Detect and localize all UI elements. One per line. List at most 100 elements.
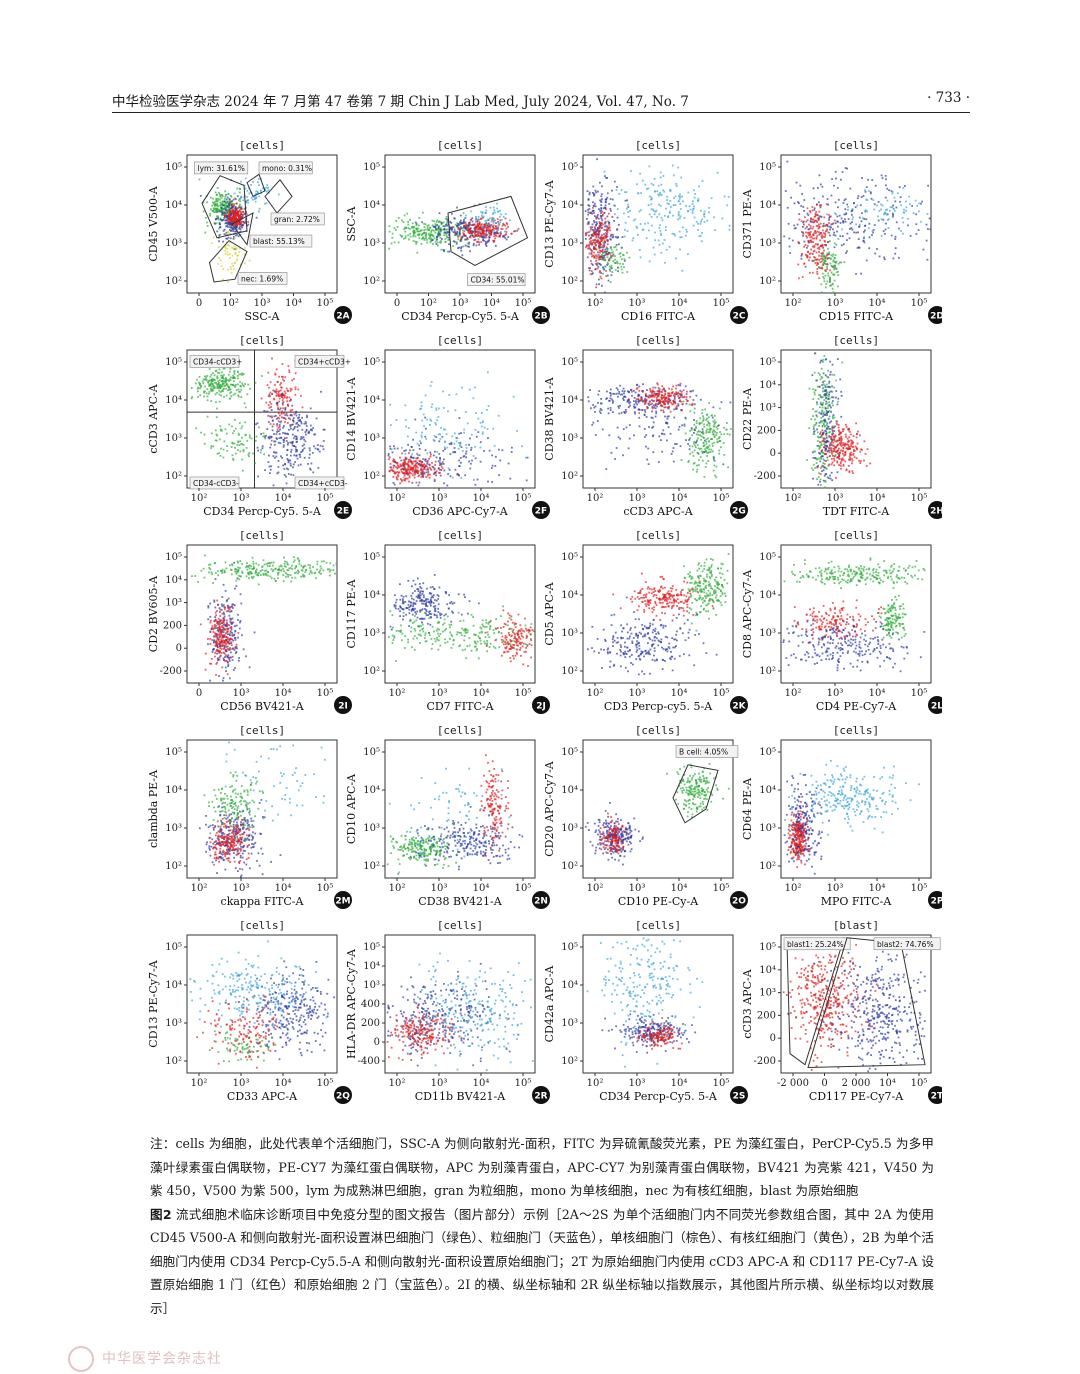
event-dot — [595, 239, 597, 242]
event-dot — [828, 257, 831, 259]
event-dot — [459, 461, 462, 464]
event-dot — [652, 246, 655, 249]
gate-polygon — [231, 212, 254, 246]
event-dot — [704, 466, 707, 468]
event-dot — [843, 199, 846, 202]
event-dot — [664, 214, 666, 217]
event-dot — [824, 240, 826, 243]
event-dot — [470, 462, 472, 465]
event-dot — [650, 224, 653, 227]
event-dot — [483, 450, 485, 452]
event-dot — [588, 193, 591, 196]
event-dot — [424, 458, 427, 461]
event-dot — [225, 209, 228, 212]
event-dot — [863, 241, 866, 244]
event-dot — [498, 448, 500, 451]
event-dot — [433, 454, 435, 457]
event-cluster-skyblue — [465, 202, 511, 235]
event-dot — [459, 221, 462, 224]
event-dot — [404, 404, 407, 407]
event-dot — [429, 455, 432, 458]
event-dot — [656, 216, 659, 218]
event-dot — [393, 464, 396, 467]
event-dot — [426, 227, 429, 229]
event-dot — [220, 394, 223, 397]
event-dot — [237, 199, 240, 202]
event-dot — [461, 254, 464, 257]
event-dot — [306, 416, 308, 419]
event-dot — [658, 399, 661, 402]
event-dot — [599, 229, 602, 232]
event-dot — [679, 382, 682, 385]
event-dot — [617, 270, 619, 273]
event-dot — [471, 217, 474, 220]
event-dot — [279, 407, 282, 410]
event-dot — [726, 433, 729, 435]
event-dot — [804, 227, 807, 230]
event-dot — [222, 388, 225, 391]
event-dot — [637, 398, 640, 401]
event-dot — [485, 222, 488, 224]
event-dot — [599, 412, 602, 414]
event-dot — [229, 237, 232, 240]
event-dot — [399, 463, 402, 466]
event-dot — [235, 226, 238, 229]
event-dot — [700, 421, 703, 424]
event-dot — [713, 423, 716, 426]
event-dot — [465, 456, 467, 459]
event-dot — [413, 470, 416, 473]
y-tick-label: 10² — [165, 471, 182, 482]
event-dot — [421, 461, 424, 463]
event-dot — [627, 206, 630, 208]
event-dot — [277, 393, 280, 396]
event-dot — [223, 440, 226, 443]
event-dot — [230, 226, 233, 229]
event-dot — [463, 226, 466, 229]
event-dot — [433, 480, 436, 482]
event-dot — [238, 247, 241, 250]
event-dot — [296, 422, 299, 424]
event-dot — [226, 450, 229, 452]
event-dot — [596, 420, 599, 422]
event-dot — [824, 263, 827, 266]
event-dot — [693, 449, 696, 452]
y-axis-label: cCD3 APC-A — [147, 383, 160, 453]
event-dot — [591, 192, 594, 194]
event-dot — [419, 230, 422, 233]
event-dot — [716, 441, 719, 443]
event-dot — [606, 177, 608, 179]
event-dot — [832, 273, 835, 276]
event-dot — [671, 164, 674, 167]
event-dot — [693, 407, 696, 410]
event-dot — [479, 460, 482, 463]
event-dot — [497, 235, 500, 238]
event-dot — [599, 210, 602, 212]
event-dot — [230, 207, 233, 210]
event-dot — [811, 227, 814, 230]
event-dot — [278, 395, 281, 397]
event-dot — [907, 224, 909, 227]
event-dot — [227, 214, 230, 217]
event-dot — [588, 205, 591, 207]
event-dot — [829, 262, 832, 265]
event-dot — [485, 209, 488, 212]
event-dot — [429, 236, 431, 238]
event-dot — [421, 474, 424, 477]
event-dot — [286, 467, 288, 470]
event-dot — [696, 452, 699, 454]
event-dot — [638, 389, 641, 392]
event-dot — [442, 450, 445, 452]
event-dot — [437, 232, 440, 235]
event-dot — [404, 230, 407, 233]
event-dot — [315, 417, 318, 420]
event-dot — [274, 451, 277, 454]
event-dot — [201, 380, 204, 383]
event-dot — [217, 386, 220, 388]
event-dot — [614, 213, 616, 216]
event-dot — [218, 379, 221, 382]
event-dot — [489, 234, 492, 236]
x-tick-label: 10⁴ — [671, 493, 688, 504]
event-dot — [281, 393, 284, 396]
event-dot — [710, 197, 713, 200]
